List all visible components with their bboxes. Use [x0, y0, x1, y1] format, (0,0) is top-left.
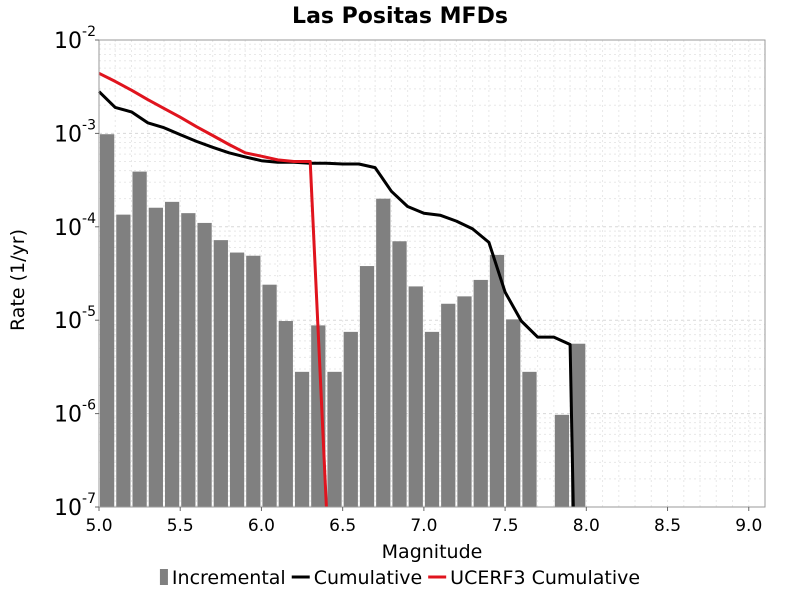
y-tick-label: 10-3 [54, 117, 96, 147]
incremental-bar [294, 371, 310, 507]
y-tick-label: 10-2 [54, 24, 96, 54]
x-tick-label: 8.0 [573, 516, 600, 536]
incremental-bar [408, 286, 423, 507]
x-axis-ticks: 5.0 5.5 6.0 6.5 7.0 7.5 8.0 8.5 9.0 [85, 507, 762, 536]
incremental-bar [571, 343, 586, 507]
cumulative-lines [97, 71, 575, 508]
incremental-bar [278, 321, 293, 507]
legend-swatch-incremental [159, 569, 168, 585]
incremental-bar [116, 214, 131, 507]
incremental-bar [392, 241, 407, 508]
incremental-bar [522, 371, 537, 507]
incremental-bar [441, 303, 456, 507]
legend-label-incremental: Incremental [172, 567, 286, 589]
ucerf3-cumulative-line [98, 71, 328, 508]
y-axis-ticks: 10-7 10-6 10-5 10-4 10-3 10-2 [54, 24, 99, 521]
incremental-bar [359, 266, 375, 507]
chart-title: Las Positas MFDs [292, 4, 508, 29]
legend-label-ucerf3-cumulative: UCERF3 Cumulative [450, 567, 640, 589]
incremental-bar [197, 222, 212, 507]
x-tick-label: 5.0 [85, 516, 112, 536]
y-tick-label: 10-7 [54, 491, 96, 521]
x-tick-label: 9.0 [735, 516, 762, 536]
x-tick-label: 7.5 [492, 516, 519, 536]
incremental-bar [327, 371, 342, 507]
incremental-bar [132, 171, 147, 508]
incremental-bar [229, 252, 245, 507]
incremental-bar [424, 331, 440, 507]
incremental-bar [148, 207, 163, 507]
legend: Incremental Cumulative UCERF3 Cumulative [159, 567, 640, 589]
incremental-bar [181, 213, 196, 507]
incremental-bar [554, 414, 570, 507]
incremental-bar [311, 325, 326, 507]
x-tick-label: 6.0 [248, 516, 275, 536]
x-tick-label: 6.5 [329, 516, 356, 536]
y-tick-label: 10-6 [54, 398, 96, 428]
legend-label-cumulative: Cumulative [314, 567, 422, 589]
x-tick-label: 5.5 [167, 516, 194, 536]
cumulative-line [97, 90, 575, 508]
incremental-bar [262, 284, 277, 507]
incremental-bar [246, 255, 261, 507]
incremental-bar [213, 240, 228, 508]
y-tick-label: 10-5 [54, 304, 96, 334]
incremental-bar [164, 201, 180, 507]
incremental-bar [506, 319, 521, 507]
incremental-bar [489, 254, 505, 507]
incremental-bar [473, 279, 488, 507]
x-tick-label: 7.0 [410, 516, 437, 536]
incremental-bar [376, 198, 391, 508]
incremental-bars [100, 134, 586, 508]
incremental-bar [100, 134, 115, 507]
incremental-bar [343, 331, 358, 507]
x-tick-label: 8.5 [654, 516, 681, 536]
y-axis-label: Rate (1/yr) [7, 229, 29, 331]
y-tick-label: 10-4 [54, 211, 96, 241]
x-axis-label: Magnitude [382, 541, 483, 563]
incremental-bar [457, 296, 472, 507]
plot-area-frame [98, 39, 766, 508]
